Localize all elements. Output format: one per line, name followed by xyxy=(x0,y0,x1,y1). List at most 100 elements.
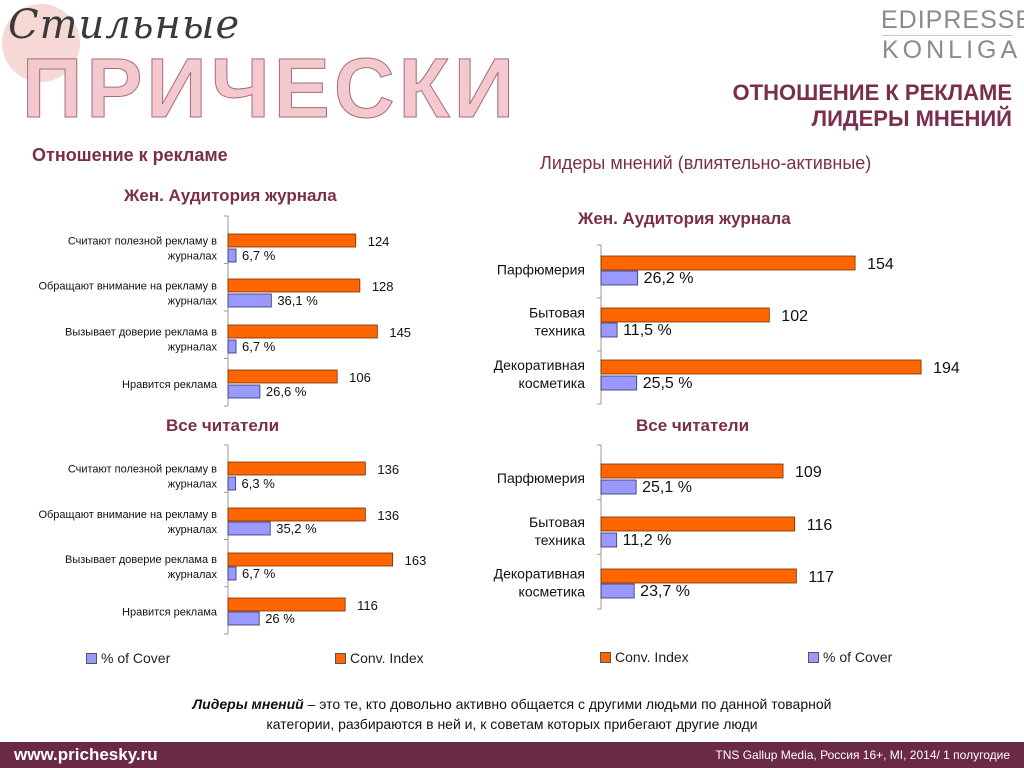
data-label-pct-cover: 26,6 % xyxy=(266,384,307,399)
bar-pct-cover xyxy=(600,479,637,495)
panel-title-left-bottom: Все читатели xyxy=(166,416,280,435)
data-label-conv-index: 163 xyxy=(405,553,427,568)
data-label-pct-cover: 36,1 % xyxy=(277,293,318,308)
data-label-pct-cover: 26 % xyxy=(265,611,295,626)
category-label: журналах xyxy=(168,342,218,354)
bar-conv-index xyxy=(227,369,338,384)
section-title-right: Лидеры мнений (влиятельно-активные) xyxy=(540,153,872,173)
category-label: техника xyxy=(534,323,585,339)
data-label-pct-cover: 25,5 % xyxy=(643,375,693,392)
data-label-pct-cover: 11,5 % xyxy=(623,322,672,339)
slide-title: ОТНОШЕНИЕ К РЕКЛАМЕ ЛИДЕРЫ МНЕНИЙ xyxy=(733,80,1012,132)
panel-title-right-top: Жен. Аудитория журнала xyxy=(578,209,791,228)
data-label-pct-cover: 6,7 % xyxy=(242,339,276,354)
data-label-pct-cover: 23,7 % xyxy=(640,583,690,600)
section-title-left: Отношение к рекламе xyxy=(32,145,228,165)
bar-conv-index xyxy=(227,278,361,293)
data-label-conv-index: 106 xyxy=(349,370,371,385)
legend-label-index: Conv. Index xyxy=(350,650,424,666)
category-label: техника xyxy=(534,532,585,548)
bar-conv-index xyxy=(600,359,922,375)
category-label: Парфюмерия xyxy=(497,262,585,278)
category-label: журналах xyxy=(168,251,218,263)
category-label: косметика xyxy=(519,584,586,600)
data-label-conv-index: 117 xyxy=(808,569,834,586)
data-label-conv-index: 145 xyxy=(389,325,411,340)
bar-pct-cover xyxy=(600,270,639,286)
bar-pct-cover xyxy=(600,375,638,391)
data-label-conv-index: 116 xyxy=(357,598,378,613)
bar-pct-cover xyxy=(227,521,271,536)
bar-conv-index xyxy=(227,324,378,339)
bar-pct-cover xyxy=(227,384,261,399)
bar-pct-cover xyxy=(600,583,635,599)
bar-pct-cover xyxy=(600,532,618,548)
data-label-conv-index: 136 xyxy=(377,508,399,523)
category-label: Декоративная xyxy=(494,357,585,373)
magazine-logo-main: ПРИЧЕСКИ xyxy=(21,41,519,136)
legend-left-index: Conv. Index xyxy=(335,650,424,666)
footer-bar: www.prichesky.ru TNS Gallup Media, Росси… xyxy=(0,742,1024,768)
legend-label-cover: % of Cover xyxy=(101,650,171,666)
data-label-conv-index: 116 xyxy=(807,517,833,534)
publisher-logo-bottom: KONLIGA xyxy=(882,36,1022,64)
logo-circle xyxy=(2,4,80,82)
data-label-pct-cover: 26,2 % xyxy=(644,270,694,287)
bar-conv-index xyxy=(600,463,784,479)
legend-swatch-index xyxy=(600,651,611,663)
publisher-logo-divider xyxy=(882,35,1012,36)
bar-conv-index xyxy=(600,516,796,532)
charts-canvas: Считают полезной рекламу в журналах 124 6,7… xyxy=(38,215,960,635)
category-label: Нравится реклама xyxy=(122,379,218,391)
panel-title-right-bottom: Все читатели xyxy=(636,416,750,435)
data-label-conv-index: 128 xyxy=(372,279,394,294)
data-label-pct-cover: 11,2 % xyxy=(623,532,672,549)
legend-swatch-index xyxy=(335,652,346,664)
slide-title-line2: ЛИДЕРЫ МНЕНИЙ xyxy=(811,106,1012,131)
category-label: косметика xyxy=(519,375,586,391)
bar-pct-cover xyxy=(227,339,237,354)
bar-conv-index xyxy=(227,233,357,248)
category-label: Парфюмерия xyxy=(497,470,585,486)
bar-pct-cover xyxy=(227,293,272,308)
data-label-pct-cover: 6,7 % xyxy=(242,566,276,581)
data-label-pct-cover: 35,2 % xyxy=(276,521,317,536)
category-label: журналах xyxy=(168,569,218,581)
category-label: Бытовая xyxy=(529,514,585,530)
publisher-logo-top: EDIPRESSE xyxy=(881,6,1024,34)
category-label: журналах xyxy=(168,479,218,491)
category-label: Вызывает доверие реклама в xyxy=(65,327,217,339)
bar-conv-index xyxy=(227,552,394,567)
legend-left-cover: % of Cover xyxy=(86,650,170,666)
bar-pct-cover xyxy=(227,566,237,581)
legend-label-cover: % of Cover xyxy=(823,649,893,665)
category-label: Бытовая xyxy=(529,305,585,321)
category-label: Декоративная xyxy=(494,566,585,582)
data-label-conv-index: 109 xyxy=(795,464,822,481)
category-label: журналах xyxy=(168,524,218,536)
category-label: журналах xyxy=(168,296,218,308)
data-label-conv-index: 102 xyxy=(781,308,808,325)
panel-title-left-top: Жен. Аудитория журнала xyxy=(124,186,337,205)
data-label-conv-index: 136 xyxy=(377,462,399,477)
legend-label-index: Conv. Index xyxy=(615,649,689,665)
category-label: Нравится реклама xyxy=(122,607,218,619)
category-label: Обращают внимание на рекламу в xyxy=(38,509,217,521)
footer-site-link[interactable]: www.prichesky.ru xyxy=(14,745,158,764)
legend-right-cover: % of Cover xyxy=(808,649,892,665)
legend-right-index: Conv. Index xyxy=(600,649,689,665)
bar-conv-index xyxy=(227,461,366,476)
definition-text-1: – это те, кто довольно активно общается … xyxy=(303,696,832,712)
legend-swatch-cover xyxy=(808,651,819,663)
definition-text-2: категории, разбираются в ней и, к совета… xyxy=(266,716,758,732)
definition-note: Лидеры мнений – это те, кто довольно акт… xyxy=(0,694,1024,734)
bar-pct-cover xyxy=(227,476,236,491)
category-label: Считают полезной рекламу в xyxy=(68,464,217,476)
data-label-conv-index: 194 xyxy=(933,360,960,377)
bar-conv-index xyxy=(600,255,856,271)
bar-pct-cover xyxy=(227,611,260,626)
category-label: Обращают внимание на рекламу в xyxy=(38,281,217,293)
legend-swatch-cover xyxy=(86,652,97,664)
data-label-conv-index: 154 xyxy=(867,256,894,273)
definition-term: Лидеры мнений xyxy=(192,696,304,712)
